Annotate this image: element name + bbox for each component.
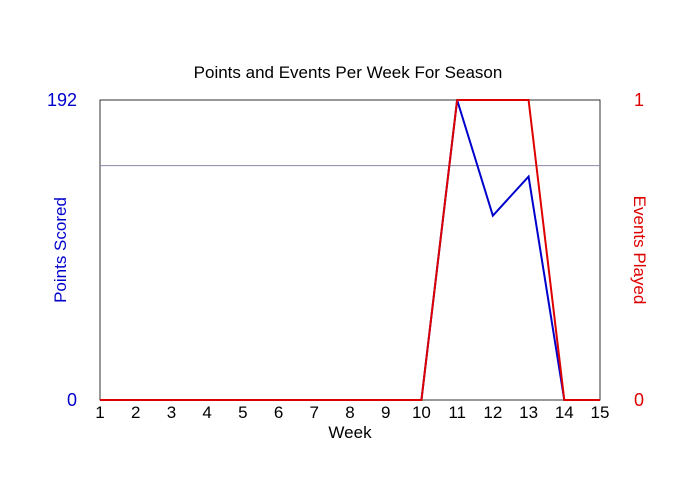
- plot-frame: [99, 99, 601, 401]
- points-scored-line: [100, 99, 600, 401]
- y-right-tick-label: 0: [634, 390, 644, 410]
- x-tick-label: 15: [591, 403, 610, 422]
- x-tick-label: 5: [238, 403, 247, 422]
- x-tick-label: 10: [412, 403, 431, 422]
- x-tick-label: 4: [202, 403, 211, 422]
- x-tick-label: 1: [95, 403, 104, 422]
- y-left-tick-label: 0: [67, 390, 77, 410]
- x-tick-label: 6: [274, 403, 283, 422]
- series-group: [100, 99, 600, 401]
- x-tick-label: 3: [167, 403, 176, 422]
- events-played-line: [100, 99, 600, 401]
- x-tick-label: 9: [381, 403, 390, 422]
- x-tick-label: 7: [310, 403, 319, 422]
- y-axis-left-ticks: 0 192: [47, 90, 77, 410]
- y-right-tick-label: 1: [634, 90, 644, 110]
- chart-title: Points and Events Per Week For Season: [194, 63, 503, 82]
- x-tick-label: 13: [519, 403, 538, 422]
- x-tick-label: 12: [483, 403, 502, 422]
- x-axis-label: Week: [328, 423, 372, 442]
- plot-area: [99, 99, 601, 401]
- x-tick-label: 14: [555, 403, 574, 422]
- x-tick-label: 2: [131, 403, 140, 422]
- y-axis-right-label: Events Played: [630, 196, 649, 305]
- y-left-tick-label: 192: [47, 90, 77, 110]
- y-axis-right-ticks: 01: [634, 90, 644, 410]
- y-axis-left-label: Points Scored: [51, 197, 70, 303]
- x-tick-label: 11: [448, 403, 466, 422]
- x-axis-ticks: 1 2 3 4 5 6 7 8 9 10 11 12 13 14 15: [95, 403, 609, 422]
- x-tick-label: 8: [345, 403, 354, 422]
